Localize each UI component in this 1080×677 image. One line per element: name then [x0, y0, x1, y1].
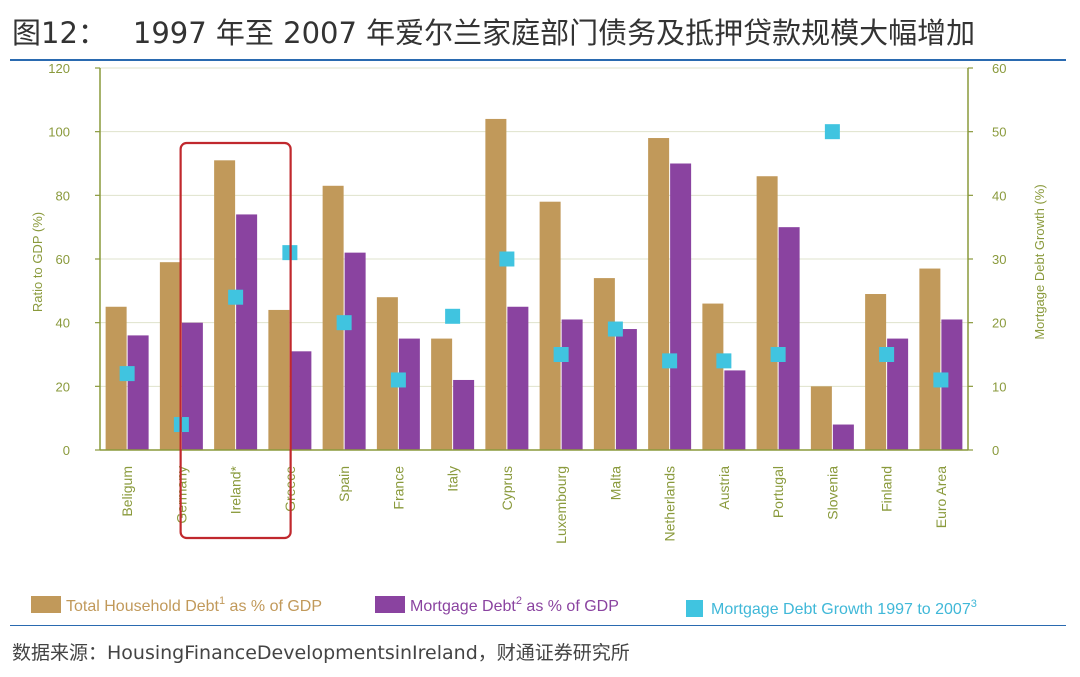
bar-total-household-debt — [810, 386, 832, 450]
bar-mortgage-debt — [127, 335, 149, 450]
x-tick-label: France — [390, 466, 406, 510]
bar-total-household-debt — [593, 278, 615, 450]
x-tick-label: Italy — [445, 466, 461, 492]
bar-mortgage-debt — [507, 306, 529, 450]
y-tick-label-right: 0 — [992, 443, 999, 458]
bar-total-household-debt — [431, 338, 453, 450]
marker-mortgage-growth — [716, 353, 732, 369]
marker-mortgage-growth — [662, 353, 678, 369]
x-tick-label: Cyprus — [499, 466, 515, 510]
source-note: 数据来源：HousingFinanceDevelopmentsinIreland… — [12, 642, 630, 664]
y-tick-label-left: 0 — [63, 443, 70, 458]
y-tick-label-left: 120 — [48, 61, 70, 76]
legend-swatch-total — [31, 596, 61, 613]
x-tick-label: Euro Area — [933, 466, 949, 528]
marker-mortgage-growth — [607, 321, 623, 337]
legend-label-mortgage: Mortgage Debt2 as % of GDP — [410, 595, 619, 615]
bar-mortgage-debt — [941, 319, 963, 450]
bar-total-household-debt — [648, 138, 670, 451]
marker-mortgage-growth — [445, 308, 461, 324]
marker-mortgage-growth — [879, 347, 895, 362]
x-tick-label: Netherlands — [662, 466, 678, 542]
legend-swatch-mortgage — [375, 596, 405, 613]
y-tick-label-right: 30 — [992, 252, 1006, 267]
highlight-box — [179, 141, 292, 540]
bar-mortgage-debt — [778, 227, 800, 450]
y-tick-label-right: 60 — [992, 61, 1006, 76]
bar-total-household-debt — [919, 268, 941, 450]
marker-mortgage-growth — [228, 289, 244, 305]
y-axis-label-right: Mortgage Debt Growth (%) — [1032, 184, 1047, 339]
bar-total-household-debt — [268, 309, 290, 450]
bar-mortgage-debt — [290, 351, 312, 450]
y-axis-label-left: Ratio to GDP (%) — [30, 212, 45, 312]
marker-mortgage-growth — [824, 124, 840, 140]
marker-mortgage-growth — [119, 366, 135, 382]
legend-label-growth: Mortgage Debt Growth 1997 to 20073 — [711, 598, 977, 618]
marker-mortgage-growth — [390, 372, 406, 388]
y-tick-label-left: 60 — [56, 252, 70, 267]
legend: Total Household Debt1 as % of GDP Mortga… — [31, 595, 977, 618]
bar-total-household-debt — [159, 262, 181, 450]
marker-mortgage-growth — [553, 347, 569, 362]
y-tick-label-left: 100 — [48, 125, 70, 140]
y-tick-label-left: 80 — [56, 188, 70, 203]
x-tick-label: Finland — [879, 466, 895, 512]
bar-mortgage-debt — [453, 379, 475, 450]
marker-mortgage-growth — [933, 372, 949, 388]
y-tick-label-right: 10 — [992, 379, 1006, 394]
axes: 0 20 40 60 80 100 120 0 10 20 30 40 50 60 — [48, 61, 1006, 458]
bar-total-household-debt — [105, 306, 127, 450]
marker-mortgage-growth — [499, 251, 515, 267]
bar-mortgage-debt — [832, 424, 854, 450]
marker-mortgage-growth — [770, 347, 786, 362]
figure-title-text: 1997 年至 2007 年爱尔兰家庭部门债务及抵押贷款规模大幅增加 — [132, 16, 976, 50]
bar-mortgage-debt — [724, 370, 746, 450]
bar-total-household-debt — [322, 185, 344, 451]
x-tick-label: Luxembourg — [553, 466, 569, 544]
y-tick-label-right: 20 — [992, 316, 1006, 331]
ireland-highlight — [179, 141, 292, 540]
bar-total-household-debt — [485, 118, 507, 450]
title-divider — [10, 59, 1066, 61]
legend-swatch-growth — [686, 600, 703, 617]
bar-mortgage-debt — [615, 329, 637, 450]
bar-mortgage-debt — [344, 252, 366, 450]
figure-number: 图12： — [12, 16, 107, 50]
y-tick-label-left: 40 — [56, 316, 70, 331]
bar-mortgage-debt — [398, 338, 420, 450]
x-tick-label: Malta — [607, 466, 623, 500]
bar-mortgage-debt — [236, 214, 258, 450]
bar-mortgage-debt — [561, 319, 583, 450]
x-tick-label: Austria — [716, 466, 732, 510]
x-tick-label: Portugal — [770, 466, 786, 518]
y-tick-label-right: 40 — [992, 188, 1006, 203]
bar-mortgage-debt — [670, 163, 692, 450]
category-labels: Beligum Germany Ireland* Greece Spain France I… — [119, 465, 949, 543]
marker-mortgage-growth — [336, 315, 352, 331]
source-divider — [10, 625, 1066, 626]
legend-label-total: Total Household Debt1 as % of GDP — [66, 595, 322, 615]
bar-total-household-debt — [756, 176, 778, 450]
x-tick-label: Beligum — [119, 466, 135, 517]
bar-total-household-debt — [214, 160, 236, 451]
x-tick-label: Slovenia — [824, 466, 840, 520]
figure-title: 图12： 1997 年至 2007 年爱尔兰家庭部门债务及抵押贷款规模大幅增加 — [12, 10, 975, 52]
bars — [105, 118, 963, 451]
bar-total-household-debt — [865, 294, 887, 450]
bar-total-household-debt — [539, 201, 561, 450]
bar-total-household-debt — [702, 303, 724, 450]
bar-total-household-debt — [376, 297, 398, 450]
x-tick-label: Ireland* — [228, 465, 244, 514]
bar-mortgage-debt — [887, 338, 909, 450]
x-tick-label: Spain — [336, 466, 352, 502]
y-tick-label-right: 50 — [992, 125, 1006, 140]
y-tick-label-left: 20 — [56, 379, 70, 394]
